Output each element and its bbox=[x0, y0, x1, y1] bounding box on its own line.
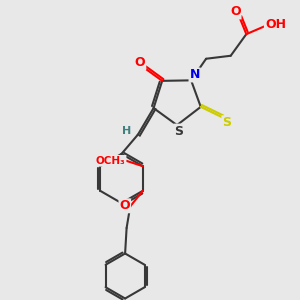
Text: S: S bbox=[174, 124, 183, 138]
Text: S: S bbox=[222, 116, 231, 129]
Text: N: N bbox=[190, 68, 200, 81]
Text: O: O bbox=[135, 56, 145, 69]
Text: H: H bbox=[122, 126, 131, 136]
Text: O: O bbox=[119, 199, 130, 212]
Text: OH: OH bbox=[265, 18, 286, 31]
Text: O: O bbox=[230, 5, 241, 18]
Text: OCH₃: OCH₃ bbox=[96, 156, 126, 166]
